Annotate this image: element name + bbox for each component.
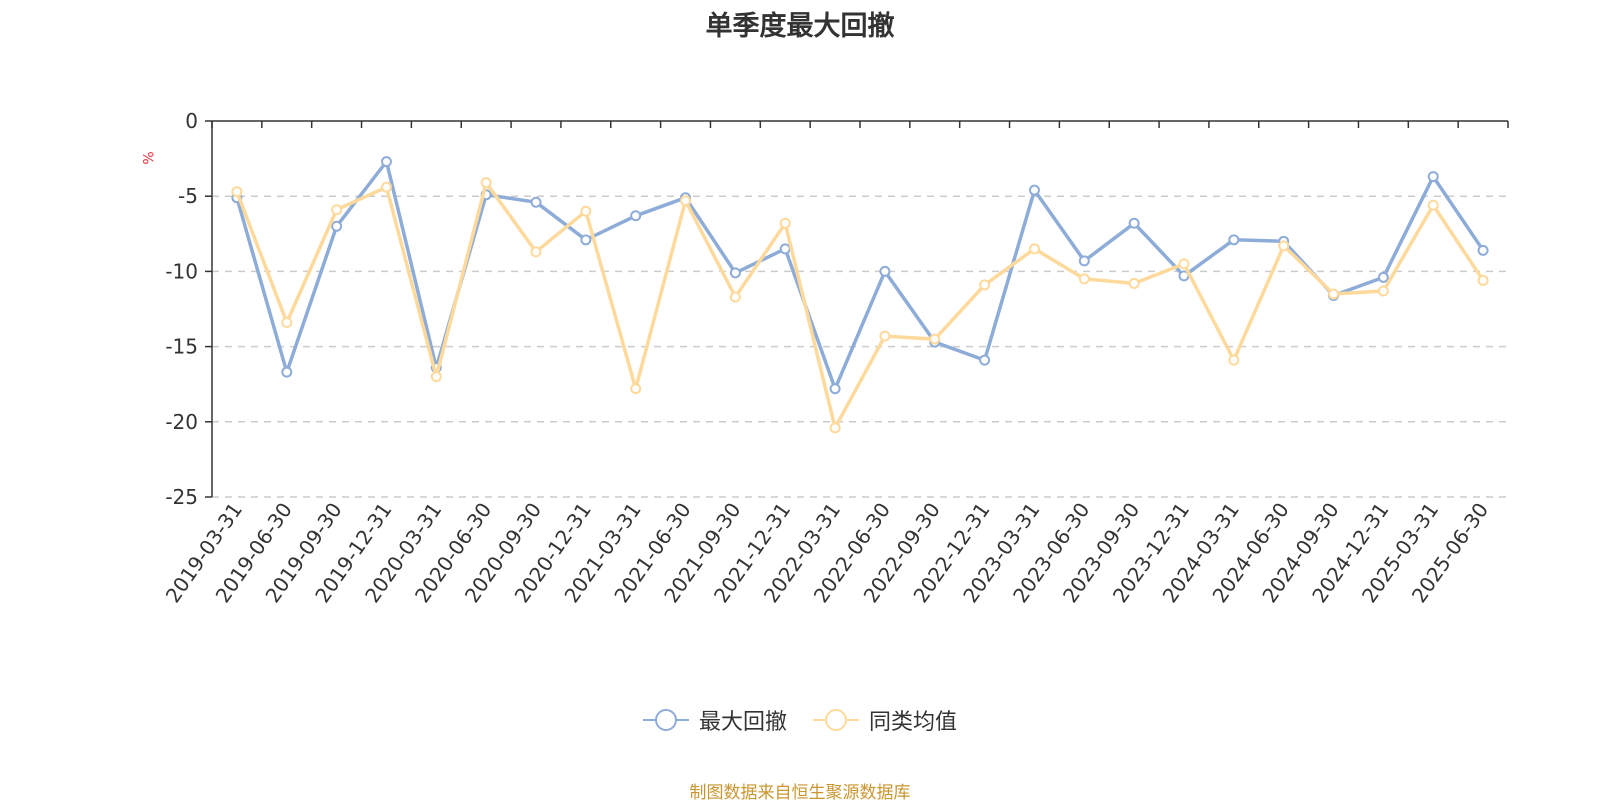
series-line: [235, 180, 1485, 430]
data-point[interactable]: [1477, 274, 1489, 286]
data-point[interactable]: [1228, 354, 1240, 366]
series: [231, 156, 1489, 434]
data-point[interactable]: [1028, 243, 1040, 255]
data-point[interactable]: [829, 422, 841, 434]
data-point[interactable]: [680, 195, 692, 207]
data-point[interactable]: [1427, 171, 1439, 183]
y-tick-label: -20: [165, 410, 198, 434]
data-point[interactable]: [1427, 199, 1439, 211]
legend-item-category-average[interactable]: 同类均值: [813, 704, 957, 736]
data-point[interactable]: [530, 196, 542, 208]
data-point[interactable]: [630, 383, 642, 395]
legend-label: 最大回撤: [698, 710, 787, 735]
data-point[interactable]: [829, 383, 841, 395]
y-tick-label: 0: [185, 109, 198, 133]
grid-lines: [212, 195, 1508, 498]
data-point[interactable]: [779, 217, 791, 229]
legend: 最大回撤 同类均值: [0, 704, 1600, 736]
data-point[interactable]: [1477, 244, 1489, 256]
data-point[interactable]: [1328, 288, 1340, 300]
legend-item-max-drawdown[interactable]: 最大回撤: [642, 704, 787, 736]
data-point[interactable]: [331, 204, 343, 216]
data-point[interactable]: [1128, 217, 1140, 229]
data-point[interactable]: [1228, 234, 1240, 246]
data-point[interactable]: [1028, 184, 1040, 196]
data-point[interactable]: [430, 371, 442, 383]
data-point[interactable]: [879, 330, 891, 342]
data-point[interactable]: [380, 181, 392, 193]
data-source-note: 制图数据来自恒生聚源数据库: [689, 783, 911, 803]
legend-line-circle-icon: [642, 709, 689, 731]
data-point[interactable]: [729, 267, 741, 279]
data-point[interactable]: [979, 279, 991, 291]
axes: 0-5-10-15-20-252019-03-312019-06-302019-…: [161, 109, 1509, 607]
data-point[interactable]: [779, 243, 791, 255]
data-point[interactable]: [879, 265, 891, 277]
data-point[interactable]: [1178, 258, 1190, 270]
data-point[interactable]: [630, 210, 642, 222]
data-point[interactable]: [480, 177, 492, 189]
data-point[interactable]: [580, 234, 592, 246]
data-point[interactable]: [281, 317, 293, 329]
y-tick-label: -10: [165, 259, 198, 283]
chart-title: 单季度最大回撤: [705, 11, 895, 42]
legend-label: 同类均值: [869, 710, 958, 735]
legend-line-circle-icon: [813, 709, 859, 731]
data-point[interactable]: [929, 333, 941, 345]
data-point[interactable]: [331, 220, 343, 232]
data-point[interactable]: [1377, 271, 1389, 283]
data-point[interactable]: [979, 354, 991, 366]
y-tick-label: -25: [165, 485, 198, 509]
data-point[interactable]: [1078, 273, 1090, 285]
y-tick-label: -15: [165, 335, 198, 359]
y-tick-label: -5: [178, 184, 198, 208]
data-point[interactable]: [1128, 277, 1140, 289]
data-point[interactable]: [1377, 285, 1389, 297]
data-point[interactable]: [231, 186, 243, 198]
data-point[interactable]: [1278, 240, 1290, 252]
data-point[interactable]: [281, 366, 293, 378]
data-point[interactable]: [1078, 255, 1090, 267]
data-point[interactable]: [580, 205, 592, 217]
data-point[interactable]: [729, 291, 741, 303]
data-point[interactable]: [380, 156, 392, 168]
data-point[interactable]: [530, 246, 542, 258]
series-max-drawdown: [231, 156, 1489, 395]
series-category-average: [231, 177, 1489, 434]
